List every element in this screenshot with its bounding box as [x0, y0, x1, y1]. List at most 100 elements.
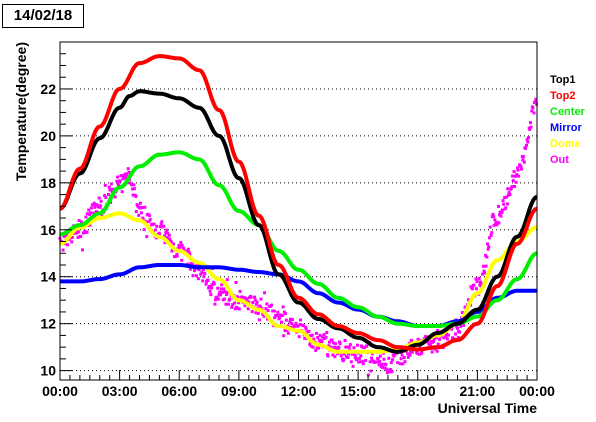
series-out-point — [354, 358, 358, 362]
series-out-point — [314, 348, 318, 352]
series-out-point — [209, 293, 213, 297]
series-out-point — [348, 343, 352, 347]
series-out-point — [130, 183, 134, 187]
series-out-point — [485, 255, 489, 259]
series-out-point — [389, 368, 393, 372]
series-out-point — [475, 280, 479, 284]
series-out-point — [361, 362, 365, 366]
series-out-point — [508, 193, 512, 197]
series-out-point — [484, 264, 488, 268]
series-out-point — [237, 307, 241, 311]
series-out-point — [237, 301, 241, 305]
series-out-point — [131, 187, 135, 191]
series-out-point — [378, 354, 382, 358]
x-tick-label: 03:00 — [102, 383, 138, 399]
series-out-point — [310, 344, 314, 348]
series-out-point — [116, 175, 120, 179]
series-out-point — [220, 283, 224, 287]
series-out-point — [104, 195, 108, 199]
series-out-point — [402, 356, 406, 360]
series-out-point — [124, 175, 128, 179]
series-out-point — [484, 253, 488, 257]
series-out-point — [442, 336, 446, 340]
series-out-point — [108, 188, 112, 192]
series-out-point — [222, 287, 226, 291]
series-out-point — [435, 349, 439, 353]
series-out-point — [187, 250, 191, 254]
x-tick-label: 12:00 — [281, 383, 317, 399]
series-out-point — [266, 308, 270, 312]
series-out-point — [98, 204, 102, 208]
axis-ticks — [59, 53, 538, 380]
series-out-point — [499, 214, 503, 218]
series-out-point — [293, 323, 297, 327]
series-out-point — [218, 290, 222, 294]
series-out-point — [489, 233, 493, 237]
series-out-point — [210, 286, 214, 290]
series-out-point — [124, 176, 128, 180]
series-out-point — [503, 196, 507, 200]
series-out-point — [194, 274, 198, 278]
series-out-point — [329, 345, 333, 349]
series-out-point — [319, 338, 323, 342]
series-out-point — [472, 283, 476, 287]
series-out-point — [513, 184, 517, 188]
series-out-point — [199, 272, 203, 276]
series-out-point — [512, 170, 516, 174]
series-out-point — [103, 183, 107, 187]
series-out-point — [99, 199, 103, 203]
series-out-point — [458, 330, 462, 334]
series-out-point — [225, 292, 229, 296]
series-out-point — [134, 210, 138, 214]
series-out-point — [318, 341, 322, 345]
series-out-point — [486, 242, 490, 246]
series-out-point — [400, 353, 404, 357]
series-out-point — [351, 364, 355, 368]
series-out-point — [532, 111, 536, 115]
series-out-point — [253, 295, 257, 299]
series-out-point — [355, 343, 359, 347]
series-out-point — [478, 280, 482, 284]
y-tick-label: 22 — [40, 81, 56, 97]
series-out-point — [519, 167, 523, 171]
series-out-point — [121, 177, 125, 181]
series-out-point — [97, 196, 101, 200]
series-out-point — [218, 293, 222, 297]
series-out-point — [310, 333, 314, 337]
series-out-point — [233, 307, 237, 311]
series-out-point — [230, 305, 234, 309]
x-tick-label: 09:00 — [221, 383, 257, 399]
series-out-point — [408, 353, 412, 357]
series-out-point — [360, 345, 364, 349]
series-out-point — [261, 313, 265, 317]
series-out-point — [493, 218, 497, 222]
series-out-point — [66, 243, 70, 247]
x-tick-label: 18:00 — [400, 383, 436, 399]
series-out-point — [524, 143, 528, 147]
series-center-line — [59, 150, 538, 328]
series-out-point — [399, 357, 403, 361]
series-out-point — [85, 212, 89, 216]
series-out-point — [318, 333, 322, 337]
series-out-point — [365, 344, 369, 348]
series-out-point — [219, 287, 223, 291]
grid-lines — [60, 88, 537, 372]
series-out-point — [331, 353, 335, 357]
series-out-point — [415, 351, 419, 355]
series-out-point — [335, 347, 339, 351]
series-out-point — [85, 230, 89, 234]
series-out-point — [201, 279, 205, 283]
series-out-point — [270, 303, 274, 307]
series-out-point — [282, 310, 286, 314]
legend-entry-top2: Top2 — [550, 90, 575, 102]
series-out-point — [396, 361, 400, 365]
series-out-point — [436, 342, 440, 346]
series-out-point — [474, 277, 478, 281]
series-out-point — [398, 362, 402, 366]
series-out-point — [253, 298, 257, 302]
legend: Top1 Top2 Center Mirror Dome Out — [550, 74, 586, 166]
series-out-point — [368, 360, 372, 364]
series-out-point — [208, 285, 212, 289]
series-out-point — [511, 179, 515, 183]
series-out-point — [208, 289, 212, 293]
